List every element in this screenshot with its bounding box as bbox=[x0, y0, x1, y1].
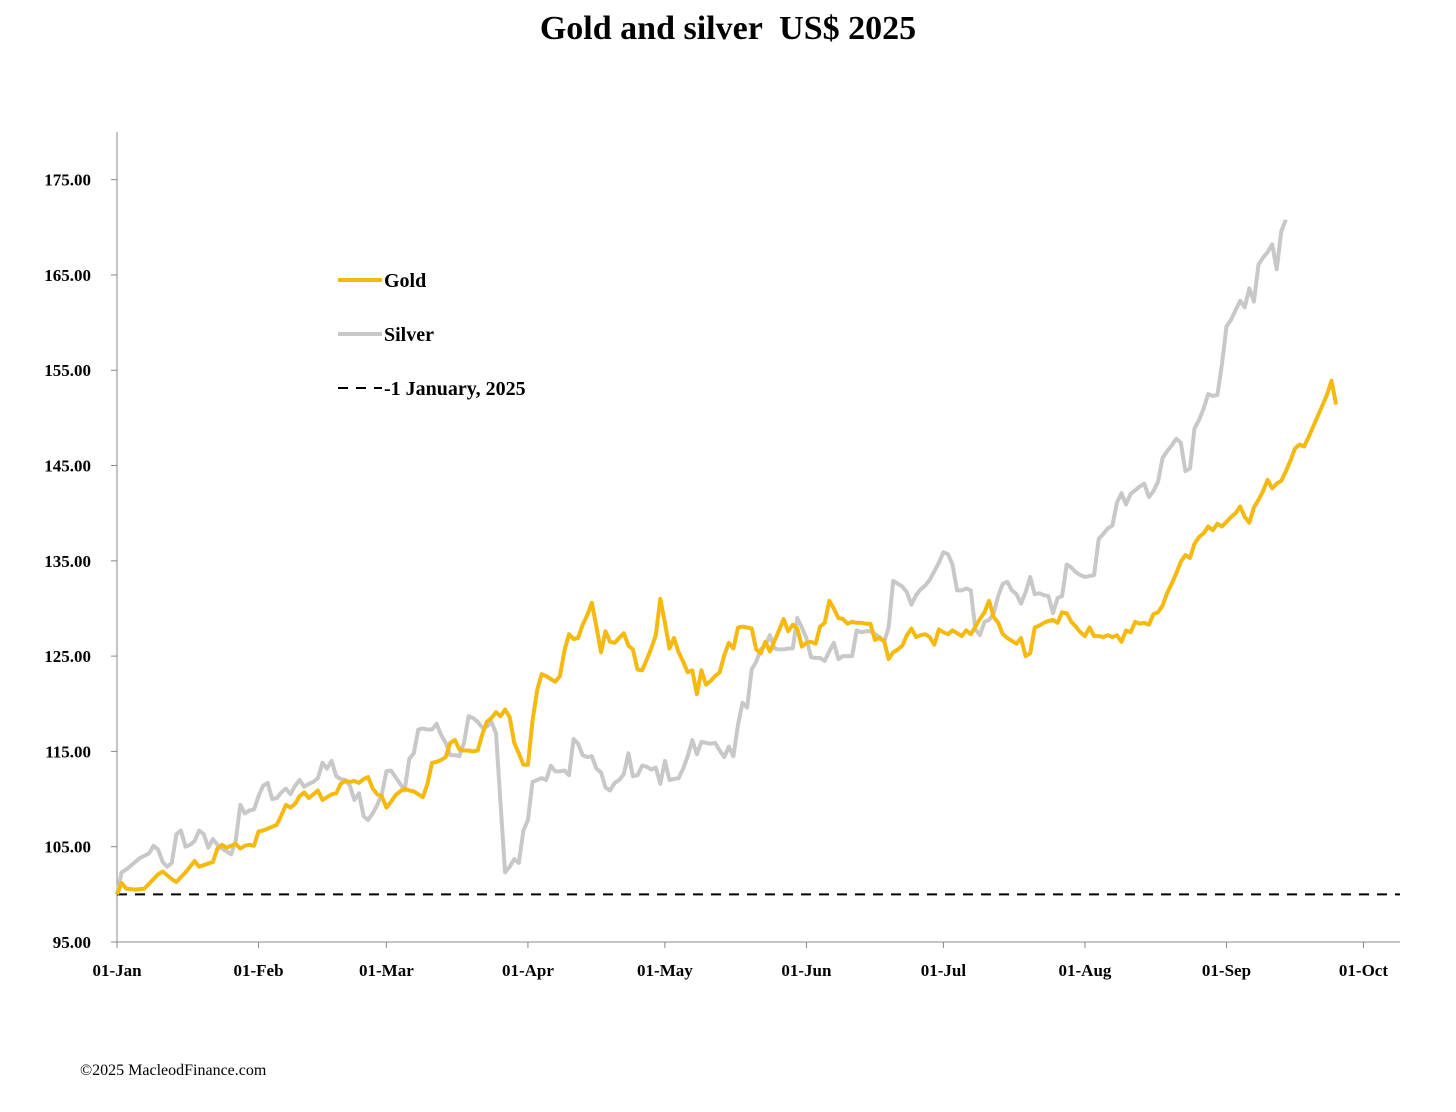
axes: 95.00 105.00 115.00 125.00 135.00 145.00 155.0… bbox=[44, 132, 1400, 980]
x-tick-label: 01-Jan bbox=[92, 961, 142, 980]
legend: Gold Silver -1 January, 2025 bbox=[338, 270, 526, 400]
legend-label-silver: Silver bbox=[384, 324, 434, 346]
x-tick-label: 01-Apr bbox=[502, 961, 554, 980]
x-tick-label: 01-Feb bbox=[234, 961, 284, 980]
y-tick-label: 115.00 bbox=[45, 742, 91, 761]
x-tick-label: 01-Sep bbox=[1202, 961, 1251, 980]
y-tick-label: 155.00 bbox=[44, 361, 91, 380]
y-tick-label: 95.00 bbox=[53, 933, 91, 952]
y-tick-label: 175.00 bbox=[44, 171, 91, 190]
y-tick-label: 145.00 bbox=[44, 457, 91, 476]
x-tick-label: 01-Aug bbox=[1059, 961, 1112, 980]
chart-title: Gold and silver US$ 2025 bbox=[539, 10, 917, 47]
y-tick-label: 165.00 bbox=[44, 266, 91, 285]
silver-series-line bbox=[115, 218, 1288, 895]
x-tick-label: 01-May bbox=[637, 961, 693, 980]
x-tick-label: 01-Jun bbox=[781, 961, 832, 980]
copyright-notice: ©2025 MacleodFinance.com bbox=[80, 1062, 267, 1079]
y-tick-label: 125.00 bbox=[44, 647, 91, 666]
legend-label-gold: Gold bbox=[384, 270, 426, 292]
legend-label-baseline: -1 January, 2025 bbox=[384, 378, 526, 400]
gold-series-line bbox=[115, 378, 1339, 896]
x-tick-label: 01-Jul bbox=[921, 961, 967, 980]
y-tick-label: 105.00 bbox=[44, 838, 91, 857]
x-tick-label: 01-Oct bbox=[1339, 961, 1388, 980]
x-tick-label: 01-Mar bbox=[359, 961, 414, 980]
series-layer bbox=[115, 218, 1400, 896]
y-tick-label: 135.00 bbox=[44, 552, 91, 571]
